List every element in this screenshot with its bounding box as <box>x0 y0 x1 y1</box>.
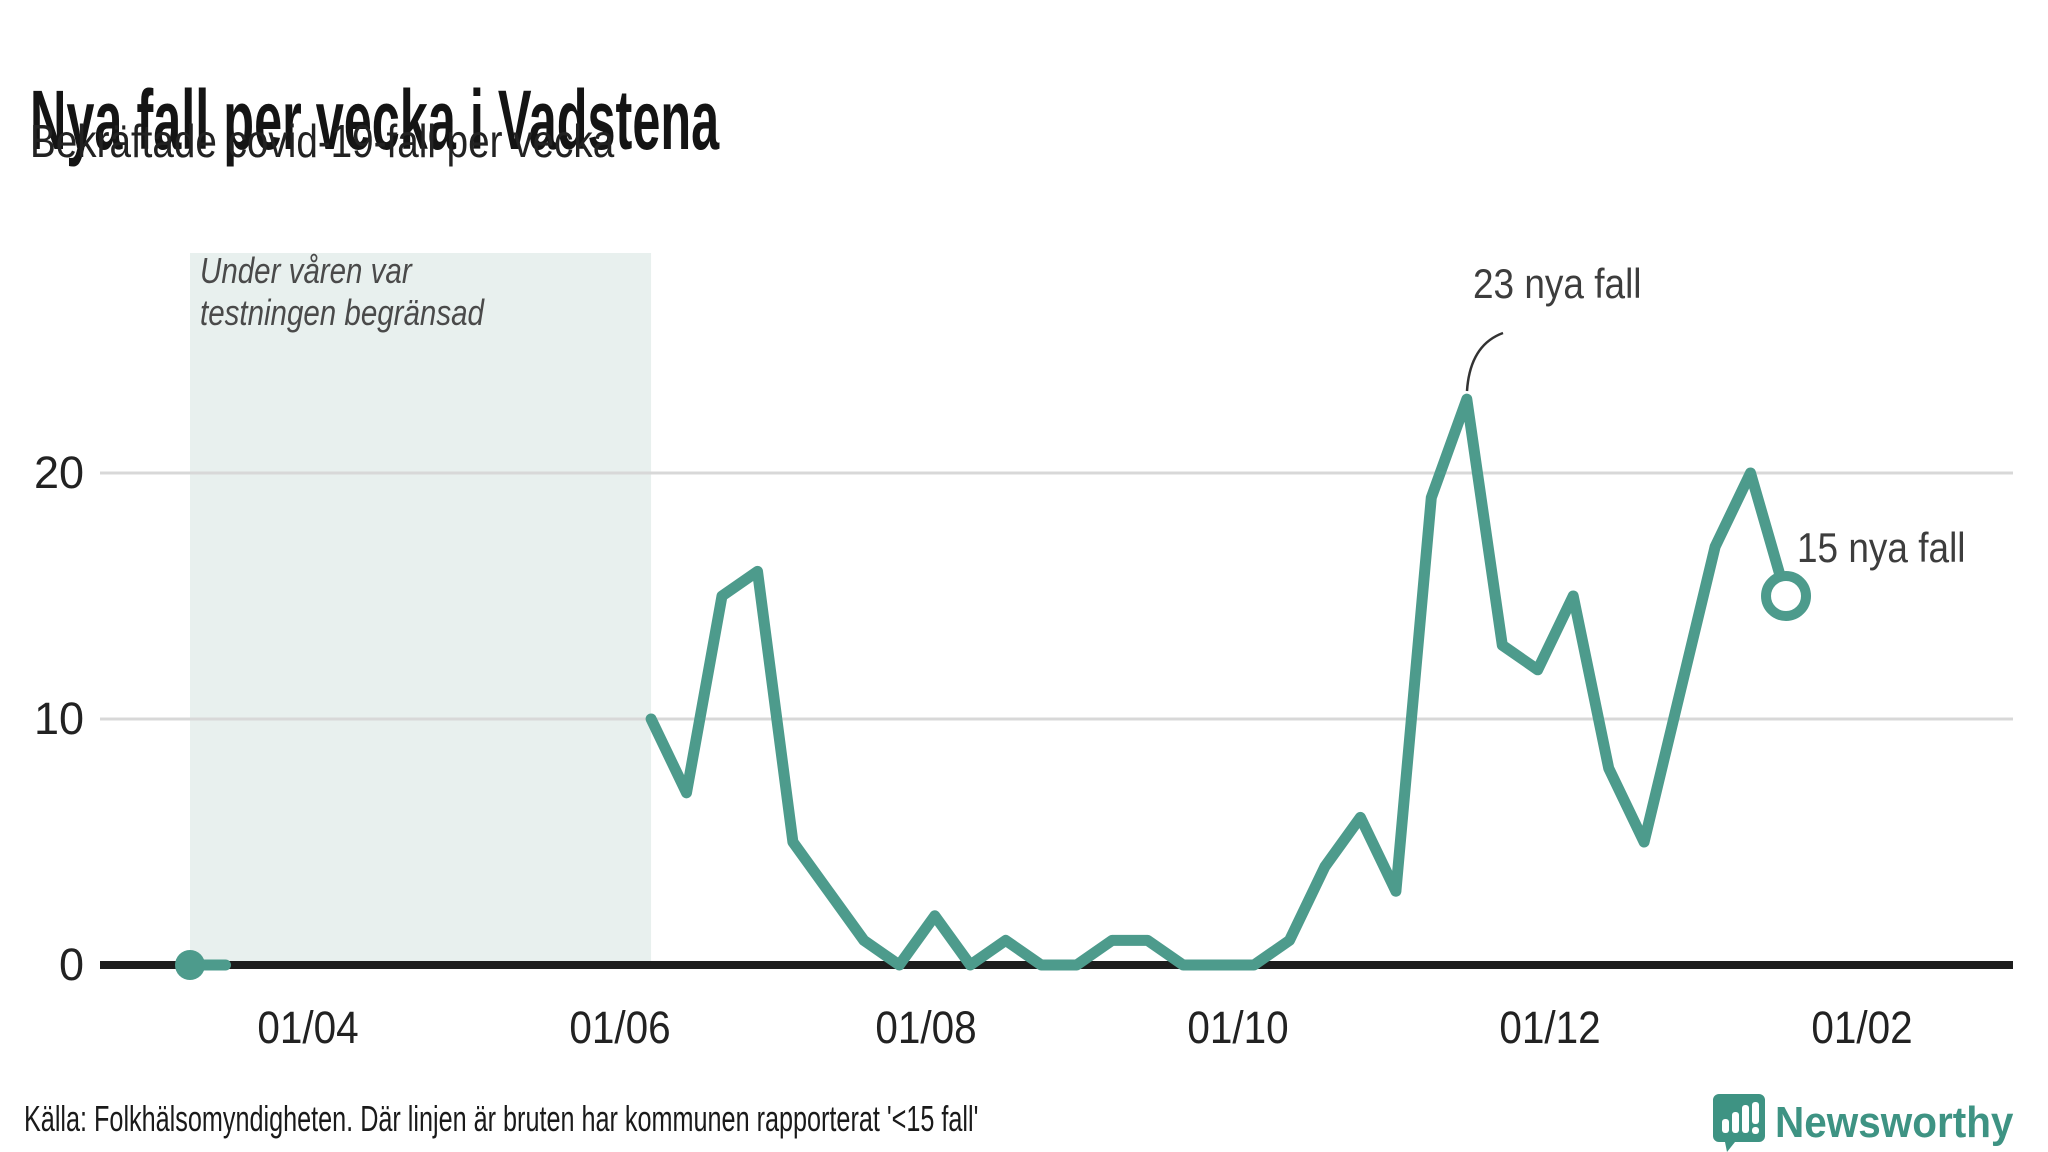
limited-testing-region <box>190 253 652 968</box>
peak-annotation: 23 nya fall <box>1473 260 1642 307</box>
newsworthy-bar-chart-icon <box>1712 1094 1765 1152</box>
limited-testing-annotation-line1: Under våren var <box>200 250 412 291</box>
peak-annotation-connector <box>1465 331 1504 392</box>
last-value-annotation: 15 nya fall <box>1797 524 1966 571</box>
source-note: Källa: Folkhälsomyndigheten. Där linjen … <box>24 1098 979 1139</box>
newsworthy-wordmark: Newsworthy <box>1774 1098 2014 1147</box>
y-axis-label-20: 20 <box>33 447 84 498</box>
y-axis-label-10: 10 <box>33 693 84 744</box>
x-axis-label-01-04: 01/04 <box>257 1002 359 1053</box>
x-axis-label-01-10: 01/10 <box>1187 1002 1289 1053</box>
page-title: Nya fall per vecka i Vadstena <box>30 73 720 168</box>
limited-testing-annotation-line2: testningen begränsad <box>200 291 484 333</box>
case-line-segment-2 <box>645 393 1792 971</box>
y-axis-label-0: 0 <box>58 939 84 990</box>
line-start-dot <box>175 950 205 980</box>
limited-testing-annotation: Under våren var testningen begränsad <box>200 250 484 334</box>
newsworthy-logo: Newsworthy <box>1712 1094 2034 1152</box>
x-axis-label-01-02: 01/02 <box>1811 1002 1913 1053</box>
x-axis-label-01-06: 01/06 <box>569 1002 671 1053</box>
x-axis-label-01-12: 01/12 <box>1499 1002 1601 1053</box>
x-axis-label-01-08: 01/08 <box>875 1002 977 1053</box>
line-end-open-marker <box>1761 571 1812 621</box>
page-subtitle: Bekräftade covid-19-fall per vecka <box>30 115 615 167</box>
